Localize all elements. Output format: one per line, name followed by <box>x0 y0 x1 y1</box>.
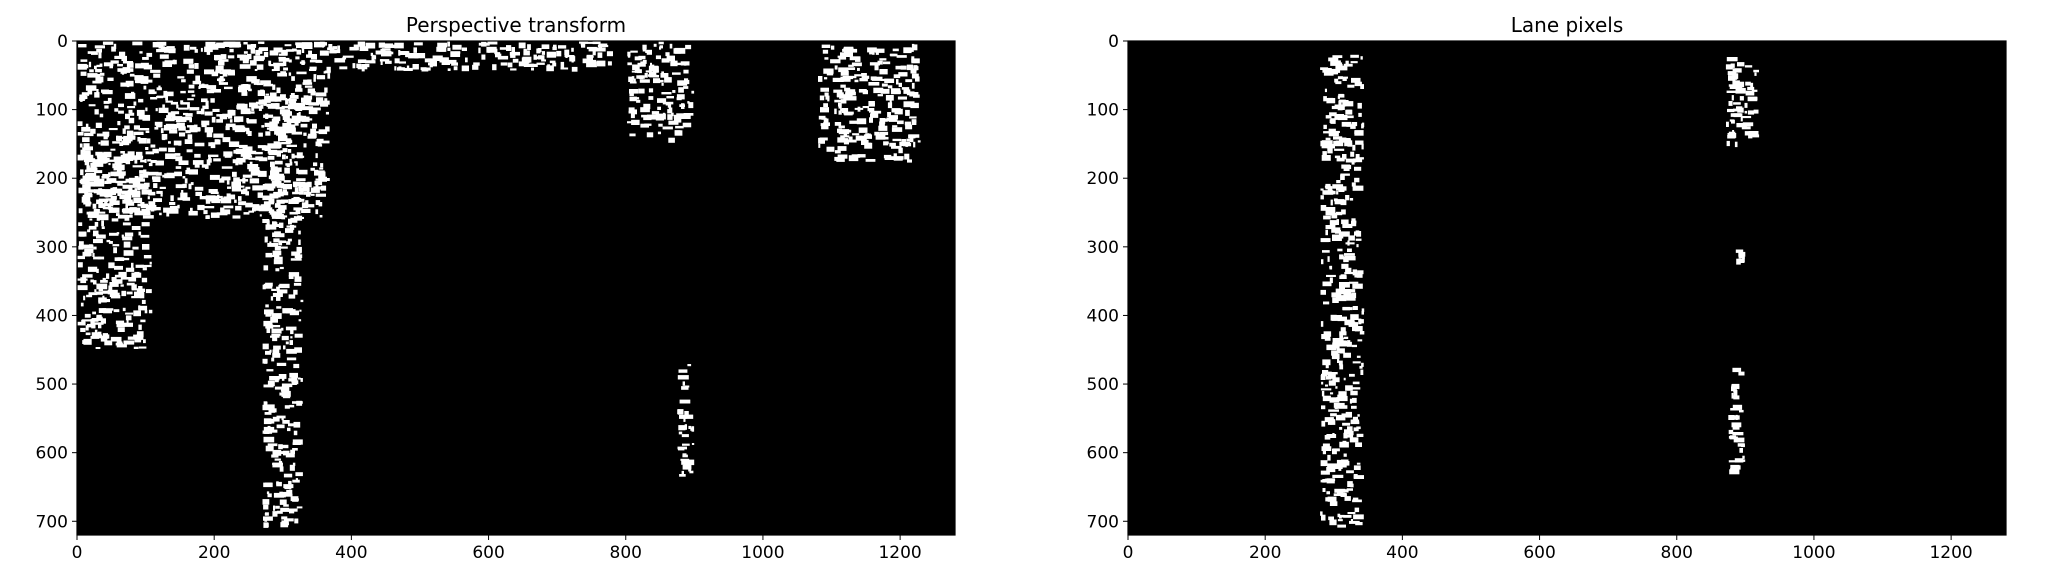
image-background <box>77 41 955 535</box>
image-background <box>1128 41 2006 535</box>
y-tick-label: 700 <box>1087 512 1119 532</box>
y-tick-label: 500 <box>1087 375 1119 395</box>
pixel-region-2 <box>77 151 153 349</box>
x-tick-label: 1000 <box>741 543 784 563</box>
x-tick-label: 600 <box>472 543 504 563</box>
image-pixels <box>1320 54 1760 528</box>
chart-title: Perspective transform <box>406 13 626 37</box>
x-tick-label: 400 <box>1386 543 1418 563</box>
image-pixels <box>77 41 921 528</box>
pixel-region-3 <box>262 83 304 528</box>
x-tick-label: 1200 <box>1929 543 1972 563</box>
x-tick-label: 200 <box>198 543 230 563</box>
y-tick-label: 600 <box>1087 444 1119 464</box>
y-tick-label: 100 <box>36 101 68 121</box>
x-tick-label: 600 <box>1523 543 1555 563</box>
x-tick-label: 800 <box>1661 543 1693 563</box>
y-tick-label: 200 <box>36 169 68 189</box>
y-tick-label: 600 <box>36 444 68 464</box>
pixel-region-4 <box>327 41 613 72</box>
pixel-region-2 <box>1725 57 1760 148</box>
x-tick-label: 0 <box>72 543 83 563</box>
y-tick-label: 700 <box>36 512 68 532</box>
y-tick-label: 0 <box>1108 32 1119 52</box>
x-tick-label: 0 <box>1123 543 1134 563</box>
pixel-region-6 <box>818 43 921 163</box>
y-tick-label: 500 <box>36 375 68 395</box>
x-tick-label: 200 <box>1249 543 1281 563</box>
y-tick-label: 400 <box>1087 306 1119 326</box>
pixel-region-7 <box>677 364 695 477</box>
x-tick-label: 1000 <box>1792 543 1835 563</box>
chart-title: Lane pixels <box>1511 13 1624 37</box>
y-tick-label: 300 <box>36 238 68 258</box>
x-tick-label: 800 <box>610 543 642 563</box>
axes-frame <box>1127 40 2007 536</box>
x-tick-label: 1200 <box>878 543 921 563</box>
y-tick-label: 100 <box>1087 101 1119 121</box>
chart-panel-2: Lane pixels 0 200 400 600 800 1000 1200 0 100 200 3… <box>1087 13 2007 563</box>
pixel-region-5 <box>627 41 695 143</box>
axes-frame <box>76 40 956 536</box>
y-tick-label: 200 <box>1087 169 1119 189</box>
pixel-region-1 <box>1320 54 1365 528</box>
y-tick-label: 0 <box>57 32 68 52</box>
pixel-region-4 <box>1728 367 1746 475</box>
pixel-region-3 <box>1735 249 1746 265</box>
y-tick-label: 300 <box>1087 238 1119 258</box>
x-tick-label: 400 <box>335 543 367 563</box>
y-tick-label: 400 <box>36 306 68 326</box>
